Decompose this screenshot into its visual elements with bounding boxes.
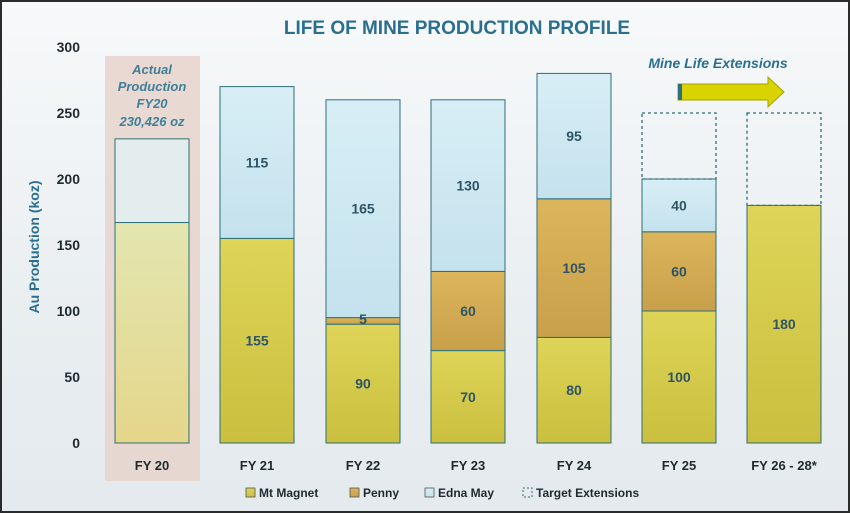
data-label-fy-22-penny: 5 <box>359 311 367 327</box>
bar-fy-21-edna-may <box>219 86 295 239</box>
bar-fy20-upper <box>114 138 190 224</box>
segment-labels: 155 115 90 5 165 70 60 130 80 105 95 100 60 40 180 <box>245 128 796 405</box>
data-label-fy-24-edna-may: 95 <box>566 128 582 144</box>
data-label-fy-25-penny: 60 <box>671 263 687 279</box>
data-label-fy-23-mt-magnet: 70 <box>460 389 476 405</box>
legend-swatch-mt-magnet <box>245 487 256 498</box>
extension-callout-text: Mine Life Extensions <box>648 55 787 71</box>
bar-fy-23-mt-magnet <box>430 350 506 444</box>
target-extension-fy-25 <box>641 112 717 180</box>
bar-fy-22-mt-magnet <box>325 323 401 444</box>
data-label-fy-21-edna-may: 115 <box>246 155 269 171</box>
y-tick-label: 100 <box>57 303 81 319</box>
data-label-fy-25-mt-magnet: 100 <box>667 369 691 385</box>
legend: Mt Magnet Penny Edna May Target Extensio… <box>245 486 639 500</box>
bar-fy-26-28-mt-magnet <box>746 204 822 444</box>
bar-fy-23-edna-may <box>430 99 506 272</box>
y-tick-label: 250 <box>57 105 81 121</box>
data-label-fy-22-edna-may: 165 <box>351 201 375 217</box>
y-tick-label: 200 <box>57 171 81 187</box>
extension-arrow-icon <box>677 75 785 109</box>
y-tick-label: 0 <box>72 435 80 451</box>
y-tick-label: 150 <box>57 237 81 253</box>
data-label-fy-25-edna-may: 40 <box>671 197 687 213</box>
bars <box>114 72 822 444</box>
x-axis-ticks: FY 20 FY 21 FY 22 FY 23 FY 24 FY 25 FY 26 - 28… <box>135 458 818 473</box>
legend-label-penny: Penny <box>363 486 399 500</box>
x-tick-label: FY 20 <box>135 458 169 473</box>
data-label-fy-21-mt-magnet: 155 <box>245 333 269 349</box>
arrow-tail-mark <box>678 84 682 100</box>
legend-swatch-target-extensions <box>522 487 533 498</box>
legend-label-mt-magnet: Mt Magnet <box>259 486 318 500</box>
mine-life-extensions-callout: Mine Life Extensions <box>648 55 788 109</box>
bar-fy-25-edna-may <box>641 178 717 233</box>
annotation-line-3: FY20 <box>136 96 168 111</box>
bar-fy20-lower <box>114 222 190 444</box>
data-label-fy-23-penny: 60 <box>460 303 476 319</box>
bar-fy-25-mt-magnet <box>641 310 717 444</box>
x-tick-label: FY 22 <box>346 458 380 473</box>
data-label-fy-23-edna-may: 130 <box>456 178 480 194</box>
target-extension-fy-26-28 <box>746 112 822 207</box>
x-tick-label: FY 24 <box>557 458 592 473</box>
actual-production-annotation: Actual Production FY20 230,426 oz <box>118 62 187 129</box>
legend-label-edna-may: Edna May <box>438 486 494 500</box>
chart-title: LIFE OF MINE PRODUCTION PROFILE <box>284 18 630 39</box>
y-tick-label: 50 <box>64 369 80 385</box>
bar-fy-23-penny <box>430 270 506 352</box>
annotation-line-4: 230,426 oz <box>118 114 185 129</box>
legend-label-target-extensions: Target Extensions <box>536 486 639 500</box>
bar-fy-21-mt-magnet <box>219 237 295 444</box>
x-tick-label: FY 21 <box>240 458 274 473</box>
data-label-fy-26-28-mt-magnet: 180 <box>772 316 796 332</box>
legend-swatch-edna-may <box>424 487 435 498</box>
data-label-fy-24-mt-magnet: 80 <box>566 382 582 398</box>
x-tick-label: FY 26 - 28* <box>751 458 817 473</box>
bar-fy-24-penny <box>536 198 612 338</box>
y-tick-label: 300 <box>57 39 81 55</box>
y-axis-label: Au Production (koz) <box>26 181 42 314</box>
data-label-fy-24-penny: 105 <box>562 260 586 276</box>
bar-fy-22-edna-may <box>325 99 401 319</box>
x-tick-label: FY 25 <box>662 458 696 473</box>
x-tick-label: FY 23 <box>451 458 485 473</box>
y-axis-ticks: 0 50 100 150 200 250 300 <box>57 39 81 451</box>
data-label-fy-22-mt-magnet: 90 <box>355 376 371 392</box>
annotation-line-2: Production <box>118 79 187 94</box>
annotation-line-1: Actual <box>131 62 172 77</box>
bar-fy-24-edna-may <box>536 72 612 200</box>
legend-swatch-penny <box>349 487 360 498</box>
